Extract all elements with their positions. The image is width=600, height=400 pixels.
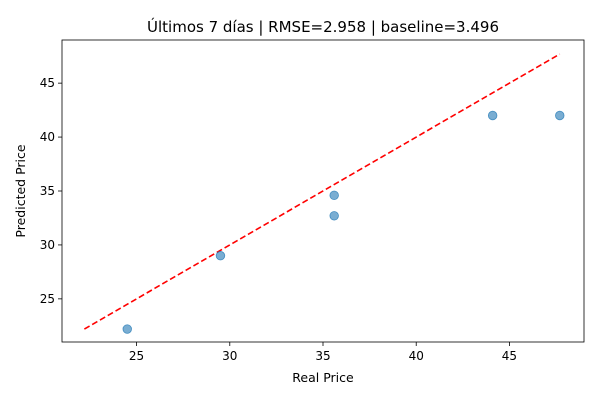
x-tick-label-40: 40 xyxy=(409,349,424,363)
x-tick-label-45: 45 xyxy=(502,349,517,363)
data-point-5 xyxy=(487,110,498,121)
data-point-6 xyxy=(555,110,565,121)
y-tick-label-35: 35 xyxy=(40,184,55,198)
x-axis-label: Real Price xyxy=(292,370,354,385)
y-tick-label-25: 25 xyxy=(40,292,55,306)
x-tick-label-30: 30 xyxy=(222,349,237,363)
data-point-3 xyxy=(329,190,339,201)
y-tick-label-45: 45 xyxy=(40,76,55,90)
y-tick-label-40: 40 xyxy=(40,130,55,144)
data-point-1 xyxy=(122,324,132,334)
data-point-2 xyxy=(215,251,226,261)
x-tick-label-25: 25 xyxy=(129,349,144,363)
reference-line xyxy=(83,53,561,330)
y-axis-label: Predicted Price xyxy=(13,144,28,237)
plot-area: 25 30 35 40 45 25 30 35 40 45 xyxy=(40,39,585,363)
x-tick-label-35: 35 xyxy=(315,349,330,363)
y-tick-label-30: 30 xyxy=(40,238,55,252)
chart-title: Últimos 7 días | RMSE=2.958 | baseline=3… xyxy=(147,17,499,36)
data-point-4 xyxy=(329,211,339,221)
